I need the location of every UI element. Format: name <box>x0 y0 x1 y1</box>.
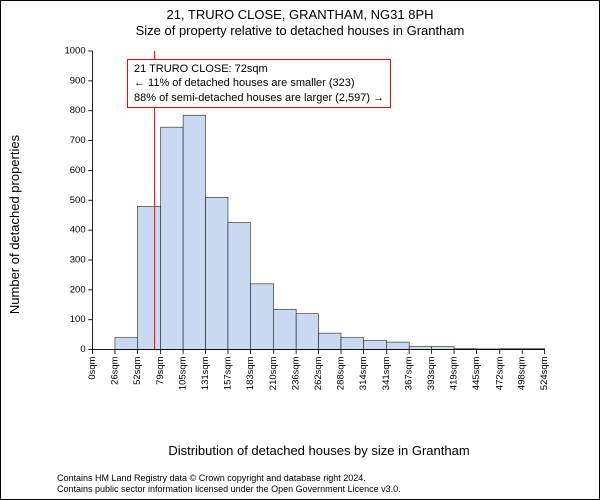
footer-line-1: Contains HM Land Registry data © Crown c… <box>57 473 581 484</box>
chart-title-2: Size of property relative to detached ho… <box>1 23 599 38</box>
x-tick-label: 262sqm <box>313 356 324 390</box>
histogram-bar <box>250 284 273 350</box>
histogram-bar <box>363 341 386 350</box>
histogram-bar <box>206 197 228 349</box>
histogram-bar <box>228 223 250 350</box>
histogram-bar <box>341 338 363 350</box>
callout-line: 88% of semi-detached houses are larger (… <box>134 91 384 105</box>
y-tick-label: 800 <box>70 105 86 116</box>
x-tick-label: 0sqm <box>87 356 98 379</box>
x-tick-label: 131sqm <box>200 356 211 390</box>
x-tick-label: 79sqm <box>155 356 166 385</box>
x-tick-label: 472sqm <box>494 356 505 390</box>
x-tick-label: 393sqm <box>426 356 437 390</box>
y-axis-label-wrap: Number of detached properties <box>5 51 25 397</box>
x-tick-label: 157sqm <box>222 356 233 390</box>
y-tick-label: 300 <box>70 254 86 265</box>
x-tick-label: 341sqm <box>381 356 392 390</box>
x-tick-label: 236sqm <box>291 356 302 390</box>
y-tick-label: 900 <box>70 75 86 86</box>
y-tick-label: 400 <box>70 225 86 236</box>
callout-line: ← 11% of detached houses are smaller (32… <box>134 76 384 90</box>
chart-container: 21, TRURO CLOSE, GRANTHAM, NG31 8PH Size… <box>0 0 600 500</box>
x-tick-label: 314sqm <box>358 356 369 390</box>
x-tick-label: 210sqm <box>268 356 279 390</box>
histogram-bar <box>319 333 341 349</box>
histogram-bar <box>274 309 296 349</box>
y-tick-label: 600 <box>70 165 86 176</box>
y-tick-label: 0 <box>80 344 85 355</box>
histogram-bar <box>137 206 160 349</box>
histogram-bar <box>387 342 409 349</box>
x-tick-label: 105sqm <box>178 356 189 390</box>
y-tick-label: 200 <box>70 284 86 295</box>
x-tick-label: 183sqm <box>245 356 256 390</box>
callout-box: 21 TRURO CLOSE: 72sqm← 11% of detached h… <box>127 59 391 108</box>
chart-title-1: 21, TRURO CLOSE, GRANTHAM, NG31 8PH <box>1 1 599 23</box>
y-tick-label: 1000 <box>64 46 85 57</box>
y-tick-label: 500 <box>70 195 86 206</box>
footer-attribution: Contains HM Land Registry data © Crown c… <box>57 473 581 495</box>
histogram-bar <box>183 115 205 349</box>
y-axis-label: Number of detached properties <box>8 134 23 313</box>
histogram-bar <box>115 338 137 350</box>
histogram-bar <box>296 314 318 350</box>
x-tick-label: 445sqm <box>471 356 482 390</box>
histogram-bar <box>161 127 183 349</box>
x-tick-label: 367sqm <box>404 356 415 390</box>
x-tick-label: 288sqm <box>336 356 347 390</box>
x-tick-label: 52sqm <box>132 356 143 385</box>
histogram-bar <box>432 347 454 350</box>
x-tick-label: 524sqm <box>539 356 550 390</box>
x-tick-label: 26sqm <box>109 356 120 385</box>
y-tick-label: 100 <box>70 314 86 325</box>
y-tick-label: 700 <box>70 135 86 146</box>
x-axis-label: Distribution of detached houses by size … <box>57 443 581 458</box>
histogram-bar <box>409 347 431 350</box>
x-tick-label: 419sqm <box>449 356 460 390</box>
callout-line: 21 TRURO CLOSE: 72sqm <box>134 62 384 76</box>
footer-line-2: Contains public sector information licen… <box>57 484 581 495</box>
x-tick-label: 498sqm <box>517 356 528 390</box>
